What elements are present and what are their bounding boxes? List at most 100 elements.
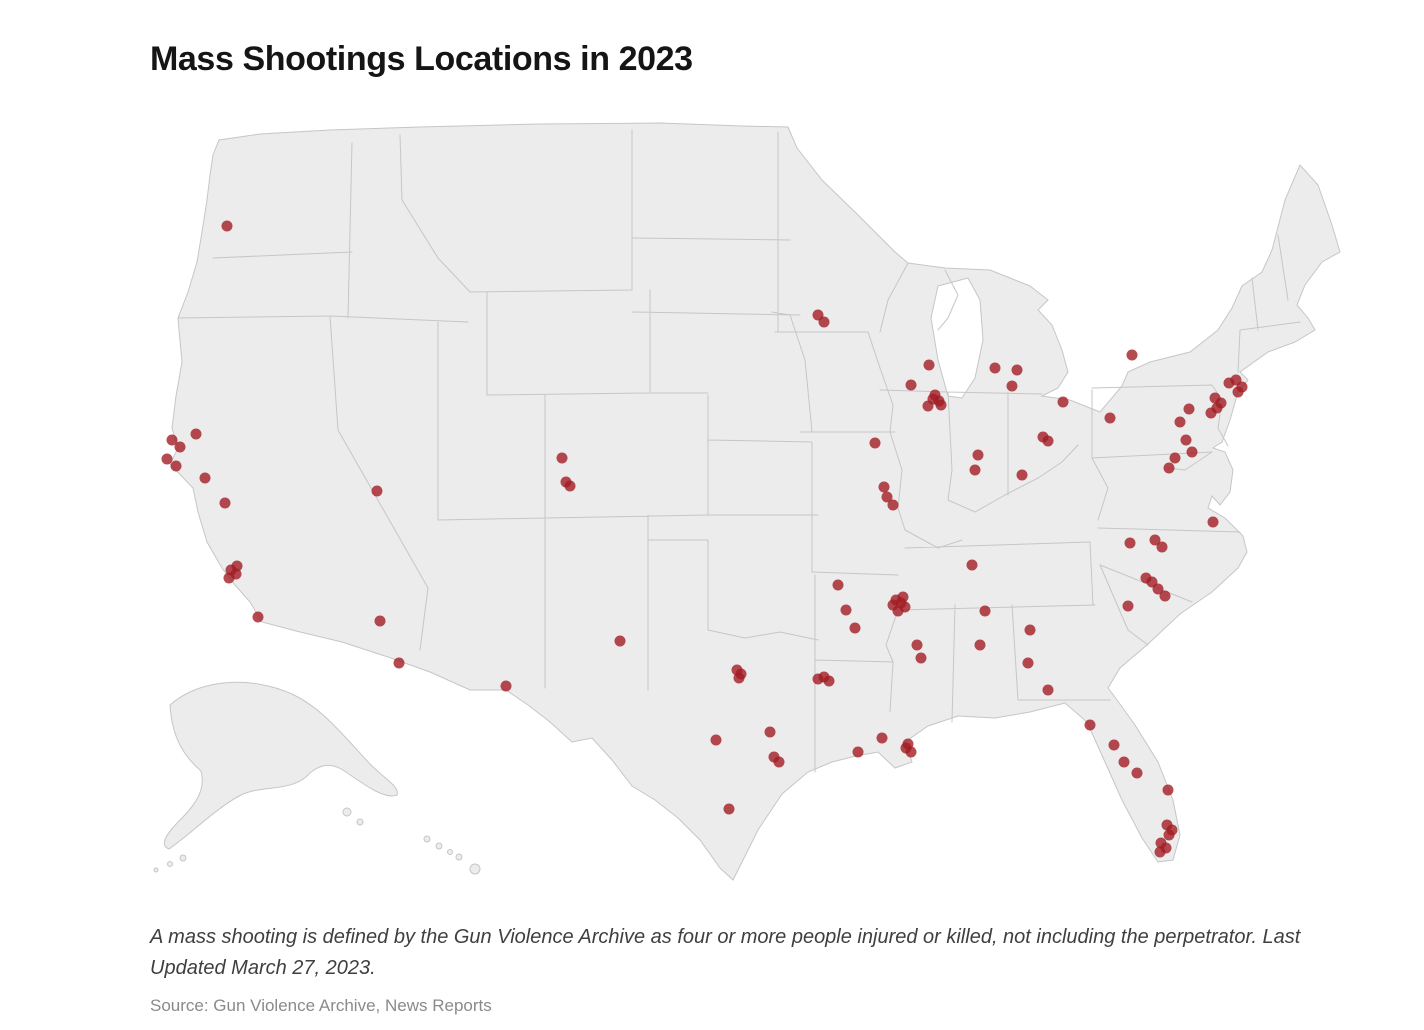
shooting-location-dot — [849, 622, 861, 634]
shooting-location-dot — [199, 472, 211, 484]
shooting-location-dot — [972, 449, 984, 461]
shooting-location-dot — [723, 803, 735, 815]
shooting-location-dot — [1124, 537, 1136, 549]
shooting-location-dot — [1057, 396, 1069, 408]
alaska-island — [356, 818, 364, 826]
hawaii-islands — [423, 835, 481, 875]
shooting-location-dot — [832, 579, 844, 591]
shooting-location-dot — [818, 316, 830, 328]
shooting-location-dot — [614, 635, 626, 647]
shooting-location-dot — [897, 591, 909, 603]
hawaii-island — [447, 849, 453, 855]
shooting-location-dot — [852, 746, 864, 758]
state-borders — [177, 129, 1301, 773]
shooting-location-dot — [500, 680, 512, 692]
shooting-location-dot — [231, 560, 243, 572]
shooting-location-dot — [252, 611, 264, 623]
shooting-location-dot — [1154, 846, 1166, 858]
data-points-layer — [161, 220, 1248, 858]
shooting-location-dot — [823, 675, 835, 687]
shooting-location-dot — [170, 460, 182, 472]
shooting-location-dot — [1152, 583, 1164, 595]
shooting-location-dot — [371, 485, 383, 497]
shooting-location-dot — [878, 481, 890, 493]
shooting-location-dot — [1163, 462, 1175, 474]
shooting-location-dot — [902, 738, 914, 750]
shooting-location-dot — [1180, 434, 1192, 446]
alaska — [153, 681, 398, 873]
shooting-location-dot — [922, 400, 934, 412]
shooting-location-dot — [923, 359, 935, 371]
shooting-location-dot — [989, 362, 1001, 374]
shooting-location-dot — [1131, 767, 1143, 779]
hawaii-island — [435, 842, 443, 850]
shooting-location-dot — [1108, 739, 1120, 751]
shooting-location-dot — [393, 657, 405, 669]
shooting-location-dot — [869, 437, 881, 449]
aleutian-island — [179, 854, 187, 862]
aleutian-island — [153, 867, 159, 873]
shooting-location-dot — [1169, 452, 1181, 464]
shooting-location-dot — [161, 453, 173, 465]
shooting-location-dot — [219, 497, 231, 509]
shooting-location-dot — [773, 756, 785, 768]
shooting-location-dot — [1149, 534, 1161, 546]
alaska-outline — [163, 681, 398, 850]
shooting-location-dot — [1122, 600, 1134, 612]
shooting-location-dot — [1232, 386, 1244, 398]
aleutian-island — [167, 861, 173, 867]
shooting-location-dot — [223, 572, 235, 584]
shooting-location-dot — [764, 726, 776, 738]
shooting-location-dot — [374, 615, 386, 627]
shooting-location-dot — [1205, 407, 1217, 419]
shooting-location-dot — [1042, 435, 1054, 447]
shooting-location-dot — [1104, 412, 1116, 424]
shooting-location-dot — [887, 599, 899, 611]
shooting-location-dot — [1156, 541, 1168, 553]
chart-source: Source: Gun Violence Archive, News Repor… — [150, 996, 492, 1015]
shooting-location-dot — [221, 220, 233, 232]
shooting-location-dot — [969, 464, 981, 476]
shooting-location-dot — [935, 399, 947, 411]
shooting-location-dot — [1022, 657, 1034, 669]
shooting-location-dot — [1016, 469, 1028, 481]
hawaii-island — [423, 835, 431, 843]
shooting-location-dot — [1186, 446, 1198, 458]
lake-michigan — [930, 277, 984, 399]
shooting-location-dot — [1163, 829, 1175, 841]
shooting-location-dot — [174, 441, 186, 453]
shooting-location-dot — [905, 379, 917, 391]
shooting-location-dot — [1183, 403, 1195, 415]
alaska-island — [342, 807, 352, 817]
shooting-location-dot — [915, 652, 927, 664]
shooting-location-dot — [1207, 516, 1219, 528]
shooting-location-dot — [1011, 364, 1023, 376]
shooting-location-dot — [1174, 416, 1186, 428]
shooting-location-dot — [881, 491, 893, 503]
shooting-location-dot — [556, 452, 568, 464]
shooting-location-dot — [190, 428, 202, 440]
shooting-location-dot — [974, 639, 986, 651]
shooting-location-dot — [911, 639, 923, 651]
shooting-location-dot — [166, 434, 178, 446]
shooting-location-dot — [1006, 380, 1018, 392]
shooting-location-dot — [564, 480, 576, 492]
chart-title: Mass Shootings Locations in 2023 — [150, 40, 693, 78]
shooting-location-dot — [1159, 590, 1171, 602]
shooting-location-dot — [1084, 719, 1096, 731]
hawaii-island — [469, 863, 481, 875]
shooting-location-dot — [1118, 756, 1130, 768]
shooting-location-dot — [1126, 349, 1138, 361]
shooting-location-dot — [966, 559, 978, 571]
shooting-location-dot — [1042, 684, 1054, 696]
shooting-location-dot — [733, 672, 745, 684]
shooting-location-dot — [887, 499, 899, 511]
hawaii-island — [455, 853, 463, 861]
shooting-location-dot — [1162, 784, 1174, 796]
shooting-location-dot — [876, 732, 888, 744]
shooting-location-dot — [840, 604, 852, 616]
shooting-location-dot — [979, 605, 991, 617]
shooting-location-dot — [929, 389, 941, 401]
